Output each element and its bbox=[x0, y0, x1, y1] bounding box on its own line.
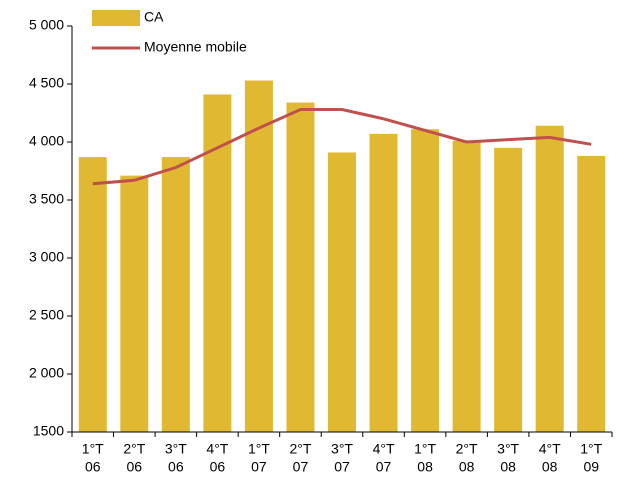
x-tick-label: 4°T bbox=[373, 441, 395, 457]
x-tick-label: 07 bbox=[293, 459, 309, 475]
y-tick-label: 4 000 bbox=[29, 133, 64, 149]
bar bbox=[535, 125, 564, 432]
x-tick-label: 1°T bbox=[580, 441, 602, 457]
y-tick-label: 4 500 bbox=[29, 75, 64, 91]
y-tick-label: 3 500 bbox=[29, 191, 64, 207]
x-tick-label: 1°T bbox=[248, 441, 270, 457]
x-tick-label: 3°T bbox=[165, 441, 187, 457]
y-tick-label: 3 000 bbox=[29, 249, 64, 265]
bar bbox=[161, 157, 190, 432]
x-tick-label: 2°T bbox=[289, 441, 311, 457]
bar bbox=[286, 102, 315, 432]
x-tick-label: 09 bbox=[583, 459, 599, 475]
x-tick-label: 08 bbox=[459, 459, 475, 475]
x-tick-label: 4°T bbox=[539, 441, 561, 457]
x-tick-label: 06 bbox=[210, 459, 226, 475]
bar bbox=[452, 140, 481, 432]
x-tick-label: 08 bbox=[542, 459, 558, 475]
x-tick-label: 3°T bbox=[331, 441, 353, 457]
bar bbox=[120, 175, 149, 432]
bar bbox=[369, 133, 398, 432]
x-tick-label: 06 bbox=[127, 459, 143, 475]
x-tick-label: 07 bbox=[376, 459, 392, 475]
y-tick-label: 5 000 bbox=[29, 17, 64, 33]
y-tick-label: 2 500 bbox=[29, 307, 64, 323]
y-tick-label: 2 000 bbox=[29, 365, 64, 381]
bar bbox=[203, 94, 232, 432]
legend-label: CA bbox=[144, 9, 164, 25]
legend-label: Moyenne mobile bbox=[144, 39, 247, 55]
bar bbox=[328, 152, 356, 432]
x-tick-label: 06 bbox=[168, 459, 184, 475]
bar bbox=[494, 147, 523, 433]
y-tick-label: 1500 bbox=[33, 423, 64, 439]
x-tick-label: 2°T bbox=[456, 441, 478, 457]
x-tick-label: 3°T bbox=[497, 441, 519, 457]
bar bbox=[411, 129, 440, 433]
line bbox=[92, 108, 592, 186]
legend-swatch bbox=[92, 10, 140, 26]
bar bbox=[577, 155, 606, 433]
x-tick-label: 4°T bbox=[206, 441, 228, 457]
x-tick-label: 1°T bbox=[414, 441, 436, 457]
bar bbox=[78, 157, 107, 432]
x-tick-label: 2°T bbox=[123, 441, 145, 457]
x-tick-label: 06 bbox=[85, 459, 101, 475]
x-tick-label: 07 bbox=[251, 459, 267, 475]
bar bbox=[244, 80, 273, 433]
x-tick-label: 07 bbox=[334, 459, 350, 475]
x-tick-label: 08 bbox=[417, 459, 433, 475]
x-tick-label: 1°T bbox=[82, 441, 104, 457]
x-tick-label: 08 bbox=[500, 459, 516, 475]
